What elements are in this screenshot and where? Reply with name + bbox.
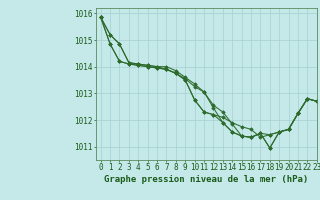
X-axis label: Graphe pression niveau de la mer (hPa): Graphe pression niveau de la mer (hPa): [104, 175, 308, 184]
